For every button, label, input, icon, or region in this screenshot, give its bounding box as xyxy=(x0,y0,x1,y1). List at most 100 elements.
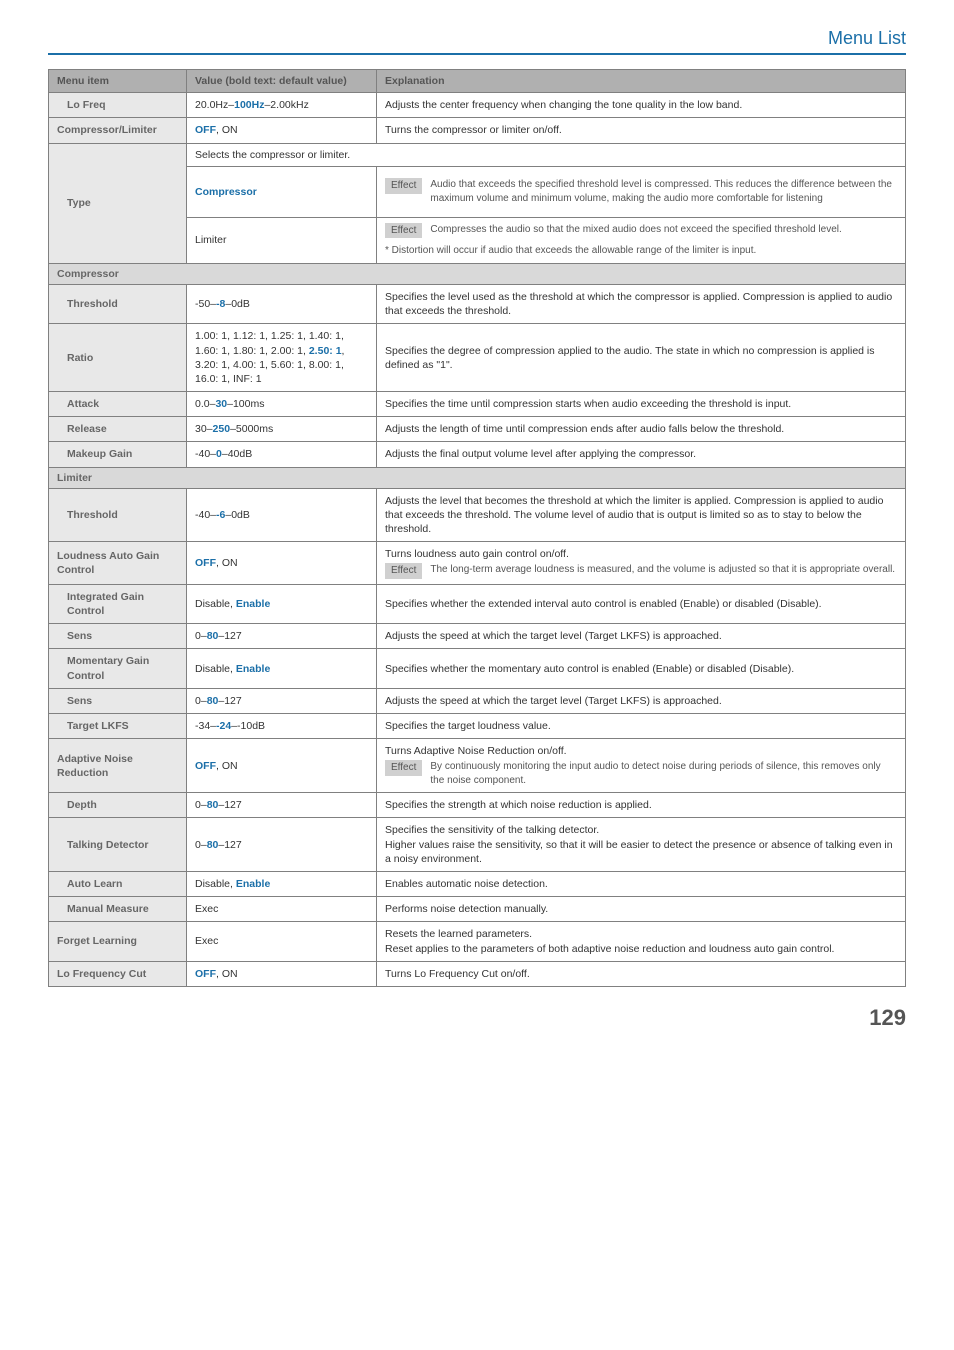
row-label: Lo Frequency Cut xyxy=(49,961,187,986)
row-label: Ratio xyxy=(49,324,187,392)
row-value: OFF, ON xyxy=(187,118,377,143)
table-row: Adaptive Noise Reduction OFF, ON Turns A… xyxy=(49,739,906,793)
row-label: Adaptive Noise Reduction xyxy=(49,739,187,793)
row-exp: Adjusts the speed at which the target le… xyxy=(377,624,906,649)
table-row: Makeup Gain -40–0–40dB Adjusts the final… xyxy=(49,442,906,467)
row-value: OFF, ON xyxy=(187,961,377,986)
effect-badge: Effect xyxy=(385,178,422,194)
col-menu-item: Menu item xyxy=(49,70,187,93)
row-value: Exec xyxy=(187,922,377,961)
row-value: 0–80–127 xyxy=(187,688,377,713)
row-label: Integrated Gain Control xyxy=(49,584,187,623)
row-value: 0–80–127 xyxy=(187,818,377,872)
row-value: 1.00: 1, 1.12: 1, 1.25: 1, 1.40: 1, 1.60… xyxy=(187,324,377,392)
effect-badge: Effect xyxy=(385,760,422,776)
row-exp: Specifies the degree of compression appl… xyxy=(377,324,906,392)
table-row: Threshold -40–-6–0dB Adjusts the level t… xyxy=(49,488,906,542)
row-exp: Turns the compressor or limiter on/off. xyxy=(377,118,906,143)
table-row: Talking Detector 0–80–127 Specifies the … xyxy=(49,818,906,872)
row-exp: Specifies whether the extended interval … xyxy=(377,584,906,623)
table-row: Ratio 1.00: 1, 1.12: 1, 1.25: 1, 1.40: 1… xyxy=(49,324,906,392)
row-exp: Enables automatic noise detection. xyxy=(377,872,906,897)
row-exp: Adjusts the level that becomes the thres… xyxy=(377,488,906,542)
table-row: Lo Frequency Cut OFF, ON Turns Lo Freque… xyxy=(49,961,906,986)
row-exp: Effect Audio that exceeds the specified … xyxy=(377,166,906,217)
row-exp: Turns loudness auto gain control on/off.… xyxy=(377,542,906,585)
row-exp: Specifies whether the momentary auto con… xyxy=(377,649,906,688)
table-row: Forget Learning Exec Resets the learned … xyxy=(49,922,906,961)
row-value: OFF, ON xyxy=(187,739,377,793)
row-value: Disable, Enable xyxy=(187,649,377,688)
page-number: 129 xyxy=(48,1005,906,1031)
row-value: -34–-24–-10dB xyxy=(187,713,377,738)
row-exp: Adjusts the center frequency when changi… xyxy=(377,93,906,118)
table-row: Sens 0–80–127 Adjusts the speed at which… xyxy=(49,624,906,649)
row-label: Lo Freq xyxy=(49,93,187,118)
row-value: Exec xyxy=(187,897,377,922)
row-exp: Adjusts the final output volume level af… xyxy=(377,442,906,467)
row-label: Type xyxy=(49,143,187,263)
row-exp: Adjusts the speed at which the target le… xyxy=(377,688,906,713)
row-value: 0–80–127 xyxy=(187,793,377,818)
table-row: Manual Measure Exec Performs noise detec… xyxy=(49,897,906,922)
row-label: Sens xyxy=(49,624,187,649)
row-label: Makeup Gain xyxy=(49,442,187,467)
row-exp: Specifies the time until compression sta… xyxy=(377,392,906,417)
table-row: Type Selects the compressor or limiter. xyxy=(49,143,906,166)
effect-badge: Effect xyxy=(385,563,422,579)
row-exp: Resets the learned parameters. Reset app… xyxy=(377,922,906,961)
row-value: Disable, Enable xyxy=(187,872,377,897)
row-label: Sens xyxy=(49,688,187,713)
row-value: Compressor xyxy=(187,166,377,217)
menu-table: Menu item Value (bold text: default valu… xyxy=(48,69,906,987)
table-row: Lo Freq 20.0Hz–100Hz–2.00kHz Adjusts the… xyxy=(49,93,906,118)
row-value: -50–-8–0dB xyxy=(187,285,377,324)
row-label: Attack xyxy=(49,392,187,417)
row-label: Threshold xyxy=(49,285,187,324)
row-exp: Performs noise detection manually. xyxy=(377,897,906,922)
row-label: Threshold xyxy=(49,488,187,542)
row-label: Depth xyxy=(49,793,187,818)
row-value: Disable, Enable xyxy=(187,584,377,623)
row-label: Release xyxy=(49,417,187,442)
row-label: Target LKFS xyxy=(49,713,187,738)
table-row: Depth 0–80–127 Specifies the strength at… xyxy=(49,793,906,818)
table-row: Sens 0–80–127 Adjusts the speed at which… xyxy=(49,688,906,713)
row-label: Loudness Auto Gain Control xyxy=(49,542,187,585)
row-exp: Adjusts the length of time until compres… xyxy=(377,417,906,442)
row-exp: Turns Adaptive Noise Reduction on/off. E… xyxy=(377,739,906,793)
row-value: -40–0–40dB xyxy=(187,442,377,467)
row-exp: Turns Lo Frequency Cut on/off. xyxy=(377,961,906,986)
table-row: Momentary Gain Control Disable, Enable S… xyxy=(49,649,906,688)
row-exp: Specifies the sensitivity of the talking… xyxy=(377,818,906,872)
row-exp: Effect Compresses the audio so that the … xyxy=(377,217,906,263)
section-compressor: Compressor xyxy=(49,263,906,284)
row-label: Manual Measure xyxy=(49,897,187,922)
table-row: Compressor/Limiter OFF, ON Turns the com… xyxy=(49,118,906,143)
type-note: Selects the compressor or limiter. xyxy=(187,143,906,166)
row-exp: Specifies the strength at which noise re… xyxy=(377,793,906,818)
table-row: Auto Learn Disable, Enable Enables autom… xyxy=(49,872,906,897)
col-value: Value (bold text: default value) xyxy=(187,70,377,93)
row-value: Limiter xyxy=(187,217,377,263)
table-row: Target LKFS -34–-24–-10dB Specifies the … xyxy=(49,713,906,738)
row-value: 0–80–127 xyxy=(187,624,377,649)
row-label: Momentary Gain Control xyxy=(49,649,187,688)
row-label: Talking Detector xyxy=(49,818,187,872)
section-limiter: Limiter xyxy=(49,467,906,488)
table-row: Threshold -50–-8–0dB Specifies the level… xyxy=(49,285,906,324)
row-label: Auto Learn xyxy=(49,872,187,897)
row-exp: Specifies the target loudness value. xyxy=(377,713,906,738)
page-header: Menu List xyxy=(48,28,906,55)
table-row: Attack 0.0–30–100ms Specifies the time u… xyxy=(49,392,906,417)
row-exp: Specifies the level used as the threshol… xyxy=(377,285,906,324)
header-row: Menu item Value (bold text: default valu… xyxy=(49,70,906,93)
col-explanation: Explanation xyxy=(377,70,906,93)
table-row: Release 30–250–5000ms Adjusts the length… xyxy=(49,417,906,442)
row-label: Compressor/Limiter xyxy=(49,118,187,143)
row-value: 30–250–5000ms xyxy=(187,417,377,442)
effect-badge: Effect xyxy=(385,223,422,239)
row-label: Forget Learning xyxy=(49,922,187,961)
table-row: Loudness Auto Gain Control OFF, ON Turns… xyxy=(49,542,906,585)
row-value: 0.0–30–100ms xyxy=(187,392,377,417)
